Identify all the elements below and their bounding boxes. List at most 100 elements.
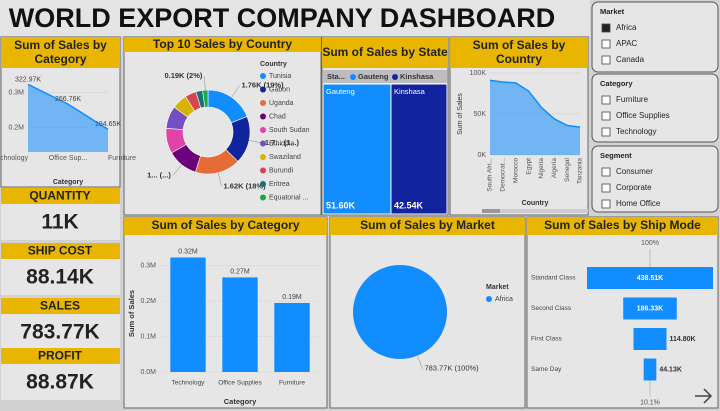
legend-label: Burundi xyxy=(269,167,294,174)
data-label: 783.77K (100%) xyxy=(424,364,479,373)
slicer xyxy=(591,1,719,73)
chart-title: Sum of Sales by Country xyxy=(472,38,566,66)
tile-label: Gauteng xyxy=(326,87,355,96)
donut-slice xyxy=(202,89,209,108)
title-bar xyxy=(0,0,590,36)
legend-marker xyxy=(260,194,266,201)
slicer-checkbox[interactable] xyxy=(601,183,611,193)
panel xyxy=(526,216,719,409)
chart-title: Sum of Sales by Ship Mode xyxy=(544,218,701,233)
y-tick-label: 0.2M xyxy=(8,124,24,131)
slicer-item[interactable]: Technology xyxy=(616,127,656,136)
area-fill xyxy=(490,80,580,155)
chart-title: Sum of Sales by Category xyxy=(14,38,107,66)
data-label: 114.80K xyxy=(669,336,695,343)
slicer-checkbox[interactable] xyxy=(601,199,611,209)
x-tick-label: Technology xyxy=(172,380,206,387)
data-label: 266.76K xyxy=(55,96,81,103)
slicer-title: Segment xyxy=(600,151,632,160)
data-label: 194.65K xyxy=(95,121,121,128)
legend-title: Country xyxy=(260,61,287,68)
legend-label: Swaziland xyxy=(269,154,301,161)
legend-marker xyxy=(260,113,266,120)
slicer-item[interactable]: APAC xyxy=(616,39,637,48)
legend-label: Kinshasa xyxy=(400,72,434,81)
x-tick-label: Algeria xyxy=(551,158,558,179)
slicer-checkbox[interactable] xyxy=(601,23,611,33)
data-label: 51.60K xyxy=(326,200,356,210)
y-tick-label: 0.2M xyxy=(140,298,156,305)
leader-line xyxy=(172,164,182,176)
kpi-label: PROFIT xyxy=(38,349,83,363)
slicer-checkbox[interactable] xyxy=(601,55,611,65)
legend-marker xyxy=(486,296,492,302)
slicer-checkbox[interactable] xyxy=(601,39,611,49)
panel xyxy=(123,36,322,216)
x-tick-label: Egypt xyxy=(525,158,532,175)
kpi-header xyxy=(1,243,120,259)
legend-label: Uganda xyxy=(269,100,294,107)
slicer-item[interactable]: Corporate xyxy=(616,183,652,192)
x-tick-label: Tanzania xyxy=(577,158,584,184)
data-label: 186.33K xyxy=(637,305,663,312)
data-label: 42.54K xyxy=(394,200,424,210)
treemap-tile xyxy=(390,83,448,215)
chart-title-box: Sum of Sales by Category xyxy=(151,219,299,232)
area-line xyxy=(27,83,109,131)
x-tick-label: Furniture xyxy=(279,380,305,387)
kpi-header xyxy=(1,188,120,204)
area-line xyxy=(489,79,581,128)
legend-marker xyxy=(260,100,266,106)
slicer-checkbox[interactable] xyxy=(601,111,611,121)
legend-marker xyxy=(350,74,356,80)
legend-marker xyxy=(260,154,266,160)
data-label: 0.32M xyxy=(178,248,198,255)
funnel-bottom-label: 10.1% xyxy=(640,399,660,406)
legend-marker xyxy=(260,167,266,174)
slicer-title: Market xyxy=(600,7,625,16)
slicer-item[interactable]: Africa xyxy=(616,23,637,32)
slicer-item[interactable]: Consumer xyxy=(616,167,653,176)
y-tick-label: 0.1M xyxy=(140,333,156,340)
slicer-checkbox[interactable] xyxy=(601,167,611,177)
chart-title-box: Sum of Sales by Category xyxy=(14,38,107,66)
bar xyxy=(170,257,206,372)
slicer-checkbox[interactable] xyxy=(601,95,611,105)
slicer-item[interactable]: Home Office xyxy=(616,199,661,208)
chart-title-box: Sum of Sales by Market xyxy=(360,218,495,233)
y-tick-label: 0.0M xyxy=(140,369,156,376)
x-axis-title: Country xyxy=(522,200,549,207)
legend-label: Chad xyxy=(269,113,286,120)
category-label: First Class xyxy=(531,336,562,343)
chart-title: Sum of Sales by Market xyxy=(360,218,495,233)
chart-title: Sum of Sales by State xyxy=(322,44,448,59)
slicer-checkbox[interactable] xyxy=(601,127,611,137)
treemap-tile xyxy=(322,83,392,215)
y-tick-label: 100K xyxy=(470,70,487,77)
leader-line xyxy=(204,76,206,91)
funnel-top-label: 100% xyxy=(641,240,659,247)
panel-header xyxy=(330,217,525,235)
y-tick-label: 50K xyxy=(474,111,487,118)
slicer-title: Category xyxy=(600,79,633,88)
funnel-bar xyxy=(623,297,677,320)
data-label: 438.51K xyxy=(637,275,663,282)
kpi-value: 88.87K xyxy=(26,371,94,394)
chart-title: Top 10 Sales by Country xyxy=(152,37,293,51)
x-tick-label: Nigeria xyxy=(538,158,545,179)
slicer-item[interactable]: Furniture xyxy=(616,95,649,104)
slicer-item[interactable]: Office Supplies xyxy=(616,111,670,120)
leader-line xyxy=(231,85,240,98)
data-label: 322.97K xyxy=(15,76,41,83)
y-tick-label: 0.3M xyxy=(140,262,156,269)
panel-header xyxy=(322,37,448,68)
kpi-value: 88.14K xyxy=(26,266,94,289)
scrollbar xyxy=(482,209,588,213)
slicer-item[interactable]: Canada xyxy=(616,55,645,64)
bar xyxy=(274,302,310,372)
data-label: 1.62K (18%) xyxy=(224,181,267,190)
kpi-value: 783.77K xyxy=(20,321,99,344)
y-axis-title: Sum of Sales xyxy=(127,290,136,337)
leader-line xyxy=(417,355,423,369)
